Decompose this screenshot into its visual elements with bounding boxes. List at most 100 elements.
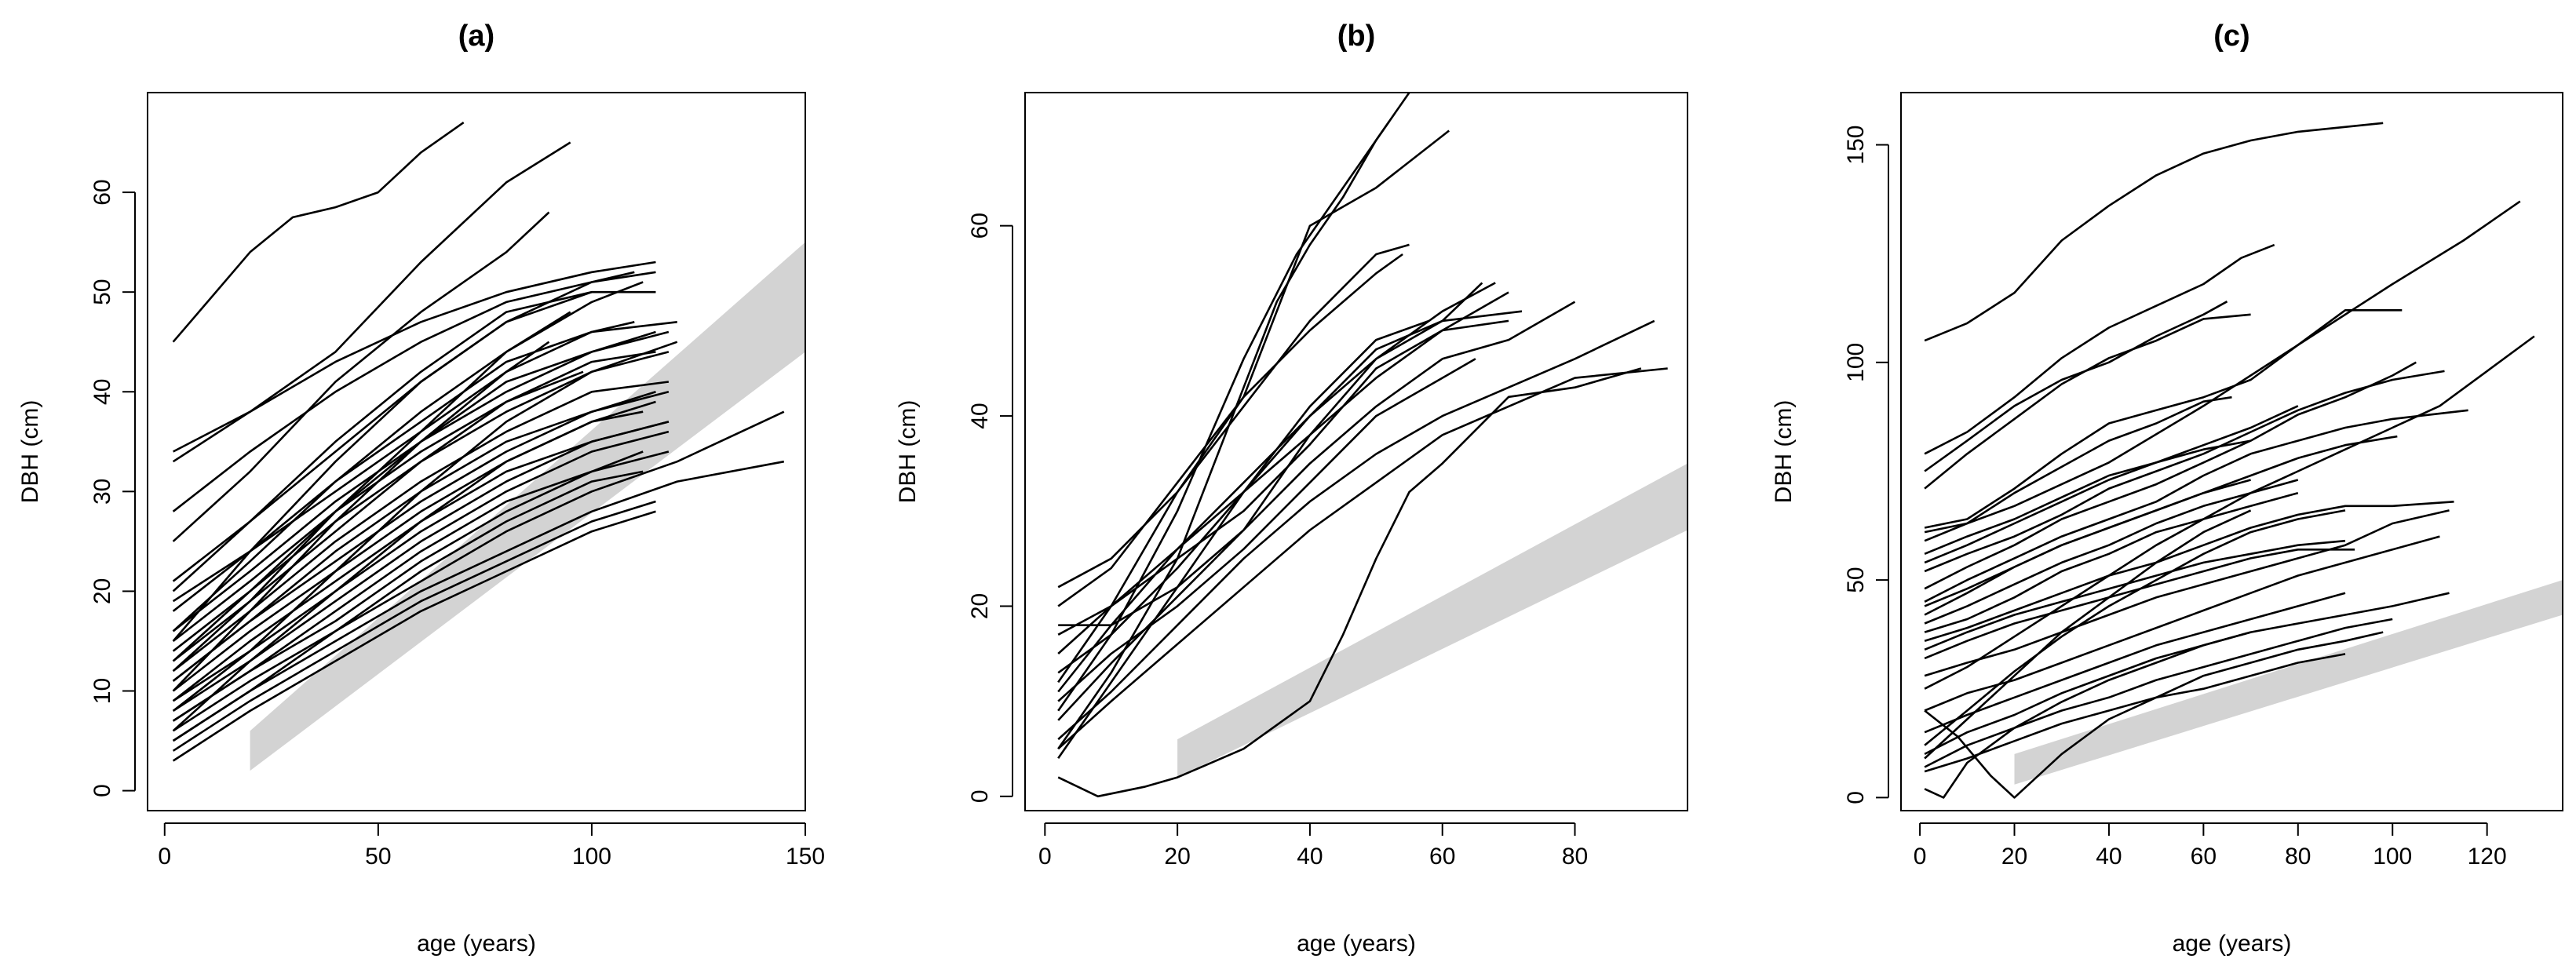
series-line-tree-a4 [172, 211, 550, 542]
x-tick-label: 50 [365, 844, 391, 869]
series-line-tree-b12 [1057, 319, 1655, 741]
series-line-tree-c27 [1924, 335, 2535, 690]
panel-title: (a) [458, 20, 494, 53]
series-line-tree-a29 [172, 311, 571, 632]
series-line-tree-b4 [1057, 243, 1410, 589]
series-line-tree-a31 [172, 321, 635, 612]
series-line-tree-a33 [172, 470, 644, 742]
panel-a: (a) 0 50 100 150 age (years) 0 10 20 30 40 50 60 DBH … [17, 20, 825, 957]
series-line-tree-b8 [1057, 319, 1509, 654]
y-tick-label: 40 [89, 379, 115, 405]
y-tick-label: 60 [967, 213, 993, 239]
plot-frame [1024, 92, 1688, 811]
y-tick-label: 20 [967, 593, 993, 619]
y-tick-label: 30 [89, 479, 115, 505]
panel-c: (c) 0 20 40 60 80 100 120 age (years) 0 50 100 150 DB… [1771, 20, 2563, 957]
reference-band [250, 242, 805, 771]
y-tick-label: 40 [967, 403, 993, 428]
series-line-tree-b3 [1057, 129, 1450, 684]
series-line-tree-c9 [1924, 370, 2445, 573]
series-line-tree-a30 [172, 450, 644, 722]
series-line-tree-c17 [1924, 549, 2355, 660]
series-line-tree-a2 [173, 141, 571, 453]
y-tick-label: 150 [1843, 126, 1869, 165]
series-line-tree-a1 [172, 122, 465, 343]
x-tick-label: 80 [1562, 844, 1588, 869]
y-axis-label: DBH (cm) [895, 400, 921, 504]
x-tick-label: 80 [2285, 844, 2311, 869]
series-line-tree-c24 [1924, 631, 2384, 799]
x-tick-label: 40 [2096, 844, 2122, 869]
series-line-tree-b5 [1057, 253, 1403, 607]
series-group [172, 122, 785, 762]
series-line-tree-c2 [1924, 243, 2275, 455]
y-tick-label: 0 [89, 784, 115, 797]
series-line-tree-c10 [1924, 361, 2417, 590]
y-tick-label: 100 [1843, 343, 1869, 382]
series-line-tree-c5 [1924, 200, 2521, 534]
series-line-tree-c21 [1924, 592, 2450, 756]
series-line-tree-b11 [1057, 301, 1576, 721]
series-line-tree-c13 [1924, 479, 2299, 625]
y-tick-label: 20 [89, 578, 115, 604]
panel-title: (c) [2213, 20, 2249, 53]
series-line-tree-b10 [1057, 291, 1509, 693]
x-axis-label: age (years) [2173, 931, 2292, 957]
series-line-tree-c8 [1924, 439, 2251, 556]
series-line-tree-b14 [1057, 367, 1642, 798]
x-tick-label: 60 [2191, 844, 2217, 869]
series-line-tree-c4 [1924, 313, 2251, 490]
series-line-tree-a20 [172, 460, 785, 742]
series-line-tree-a19 [172, 410, 785, 732]
panel-title: (b) [1337, 20, 1376, 53]
series-line-tree-b16 [1057, 358, 1476, 702]
series-line-tree-c30 [1924, 509, 2346, 746]
y-tick-label: 60 [89, 179, 115, 205]
y-tick-label: 50 [89, 279, 115, 304]
series-group [1924, 122, 2535, 799]
x-axis-label: age (years) [1297, 931, 1416, 957]
series-line-tree-a32 [172, 391, 656, 682]
series-line-tree-c23 [1924, 653, 2346, 773]
reference-band [2014, 580, 2563, 785]
x-tick-label: 0 [1914, 844, 1927, 869]
x-tick-label: 120 [2468, 844, 2507, 869]
series-line-tree-a3 [172, 261, 656, 463]
series-line-tree-c29 [1924, 405, 2299, 564]
y-tick-label: 0 [1843, 791, 1869, 804]
series-line-tree-a27 [172, 290, 593, 642]
x-tick-label: 40 [1297, 844, 1323, 869]
series-line-tree-a22 [172, 510, 656, 762]
x-tick-label: 20 [1164, 844, 1190, 869]
plot-frame [147, 92, 806, 811]
series-line-tree-c20 [1924, 592, 2346, 734]
series-line-tree-c11 [1924, 409, 2468, 603]
plot-frame [1900, 92, 2563, 811]
y-axis-label: DBH (cm) [1771, 400, 1797, 504]
series-line-tree-c22 [1924, 618, 2393, 768]
series-line-tree-c15 [1924, 501, 2454, 642]
series-line-tree-c16 [1924, 539, 2346, 651]
y-tick-label: 0 [967, 789, 993, 803]
x-tick-label: 100 [572, 844, 611, 869]
x-tick-label: 0 [1038, 844, 1052, 869]
series-line-tree-c6 [1924, 309, 2403, 529]
x-tick-label: 100 [2373, 844, 2412, 869]
series-line-tree-a25 [172, 281, 644, 673]
series-line-tree-a28 [172, 421, 670, 702]
x-tick-label: 60 [1429, 844, 1455, 869]
series-line-tree-b9 [1057, 319, 1430, 674]
series-line-tree-c1 [1924, 122, 2384, 342]
series-line-tree-b15 [1057, 282, 1496, 760]
reference-band [1177, 463, 1688, 778]
series-line-tree-c28 [1924, 479, 2251, 607]
series-line-tree-c26 [1924, 509, 2252, 760]
panel-b: (b) 0 20 40 60 80 age (years) 0 20 40 60 DBH (cm) [895, 20, 1688, 957]
y-axis-label: DBH (cm) [17, 400, 43, 504]
series-line-tree-b1 [1057, 93, 1410, 749]
x-axis-label: age (years) [417, 931, 536, 957]
x-tick-label: 0 [158, 844, 171, 869]
y-tick-label: 50 [1843, 567, 1869, 592]
series-line-tree-a21 [172, 500, 656, 752]
